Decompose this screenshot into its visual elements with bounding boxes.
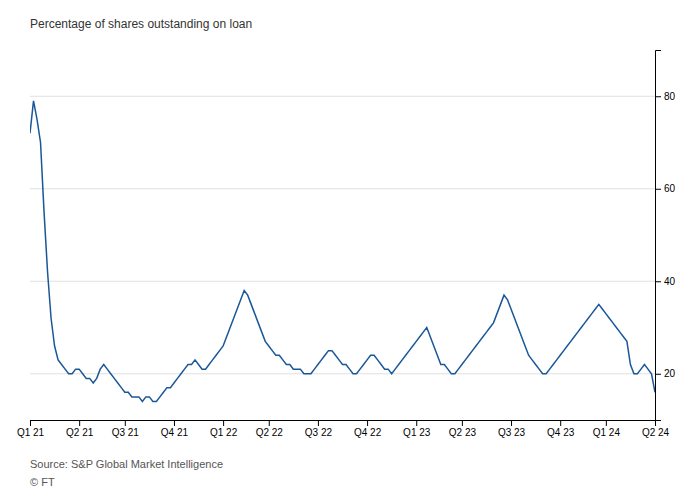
grid-line [30,281,655,282]
x-axis: Q1 21 Q2 21 Q3 21 Q4 21 Q1 22 Q2 22 Q3 22 Q4 22… [17,420,670,438]
x-tick-label: Q1 24 [593,427,621,438]
x-tick-mark [367,420,368,426]
x-tick-label: Q4 21 [161,427,189,438]
x-tick: Q2 22 [256,420,284,438]
x-tick-mark [30,420,31,426]
y-axis: 20 40 60 80 [655,51,676,421]
x-tick-mark [174,420,175,426]
y-tick-mark [655,189,661,190]
y-tick-mark [655,374,661,375]
x-tick-mark [125,420,126,426]
y-tick-mark [655,281,661,282]
x-tick: Q2 21 [66,420,94,438]
x-tick: Q4 21 [161,420,189,438]
x-tick-label: Q2 23 [449,427,477,438]
x-tick-mark [79,420,80,426]
data-line [30,101,655,402]
plot-area [30,101,655,402]
x-tick: Q4 22 [354,420,382,438]
y-tick: 20 [655,368,676,379]
x-tick-label: Q1 22 [210,427,238,438]
x-tick: Q2 23 [449,420,477,438]
x-tick: Q3 22 [305,420,333,438]
y-tick-label: 60 [664,183,676,194]
y-axis-line [656,51,662,421]
grid-line [30,188,655,189]
x-axis-line [31,421,656,427]
x-tick-label: Q3 23 [498,427,526,438]
x-tick-label: Q3 21 [112,427,140,438]
x-tick: Q2 24 [642,420,670,438]
x-tick-label: Q1 23 [403,427,431,438]
x-tick-label: Q3 22 [305,427,333,438]
x-tick: Q1 21 [17,420,45,438]
y-label: Percentage of shares outstanding on loan [30,17,252,31]
x-tick: Q1 23 [403,420,431,438]
grid-line [30,373,655,374]
x-tick-label: Q2 22 [256,427,284,438]
x-tick-mark [606,420,607,426]
x-tick-mark [269,420,270,426]
x-tick-label: Q4 22 [354,427,382,438]
chart: Q1 21 Q2 21 Q3 21 Q4 21 Q1 22 Q2 22 Q3 22 Q4 22… [0,0,700,500]
y-tick-mark [655,96,661,97]
x-tick-mark [462,420,463,426]
y-tick: 80 [655,91,676,102]
x-tick-mark [560,420,561,426]
x-tick-label: Q4 23 [547,427,575,438]
x-tick-mark [416,420,417,426]
y-tick-label: 40 [664,276,676,287]
x-tick-mark [318,420,319,426]
x-tick-mark [511,420,512,426]
x-tick-label: Q2 24 [642,427,670,438]
grid-line [30,96,655,97]
y-tick-label: 80 [664,91,676,102]
x-tick: Q3 23 [498,420,526,438]
x-tick-label: Q1 21 [17,427,45,438]
x-tick: Q1 22 [210,420,238,438]
annotation: © FT [30,476,55,488]
annotation: Source: S&P Global Market Intelligence [30,458,223,470]
grid [30,96,655,374]
x-tick-label: Q2 21 [66,427,94,438]
x-tick: Q4 23 [547,420,575,438]
x-tick: Q3 21 [112,420,140,438]
y-tick: 60 [655,183,676,194]
x-tick: Q1 24 [593,420,621,438]
x-tick-mark [223,420,224,426]
y-tick-label: 20 [664,368,676,379]
y-tick: 40 [655,276,676,287]
